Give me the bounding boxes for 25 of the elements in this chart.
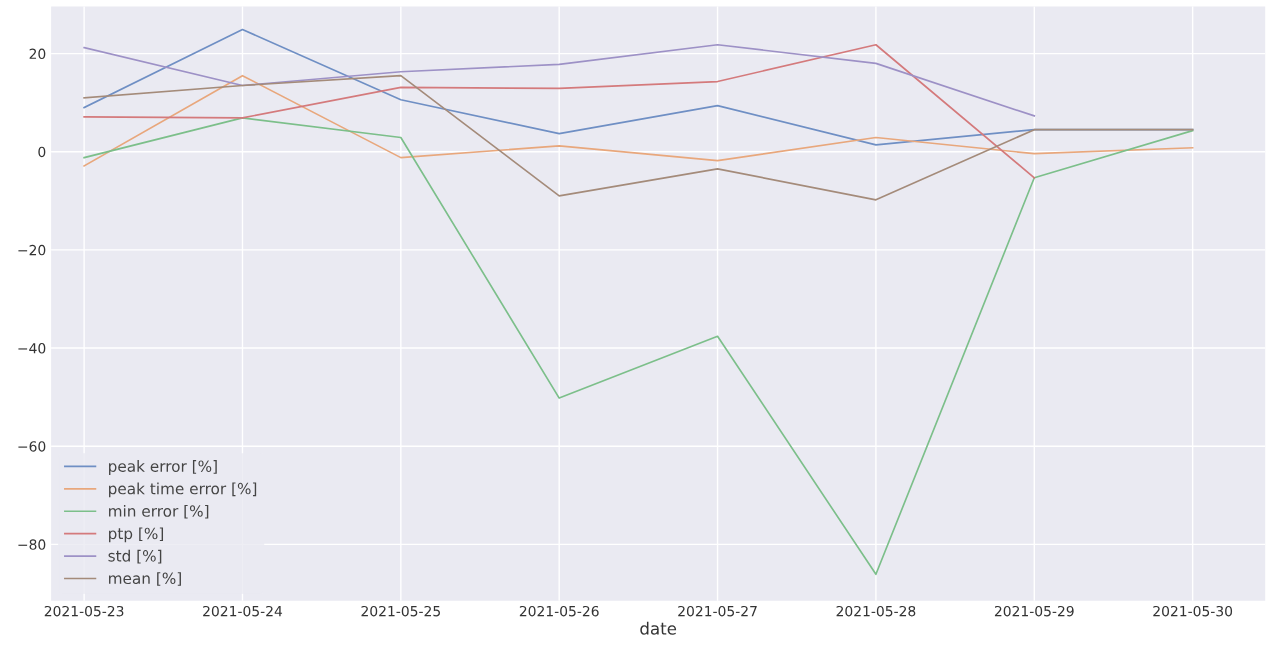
x-tick-label: 2021-05-28 [836,605,916,617]
line-series [83,43,1036,117]
x-tick-label: 2021-05-25 [361,605,440,617]
y-tick-label: −60 [18,441,46,452]
legend-label: std [%] [108,549,162,564]
y-tick-label: 0 [38,146,46,158]
x-tick-label: 2021-05-24 [203,605,283,617]
x-tick-label: 2021-05-27 [678,605,757,617]
x-tick-label: 2021-05-29 [994,605,1074,617]
x-tick-label: 2021-05-30 [1153,605,1233,617]
line-series [83,43,1036,179]
line-series [83,74,1194,167]
legend-label: peak error [%] [109,460,217,475]
legend-label: min error [%] [109,504,209,519]
legend-label: ptp [%] [109,527,164,543]
y-tick-label: 20 [29,48,46,60]
y-tick-label: −20 [18,244,46,256]
y-tick-label: −80 [18,539,46,550]
line-series [83,74,1194,201]
legend-label: peak time error [%] [109,482,257,498]
y-tick-label: −40 [18,343,46,354]
x-tick-label: 2021-05-26 [519,605,599,617]
x-tick-label: 2021-05-23 [44,605,124,617]
legend-label: mean [%] [109,572,181,586]
x-axis-title: date [640,621,677,635]
